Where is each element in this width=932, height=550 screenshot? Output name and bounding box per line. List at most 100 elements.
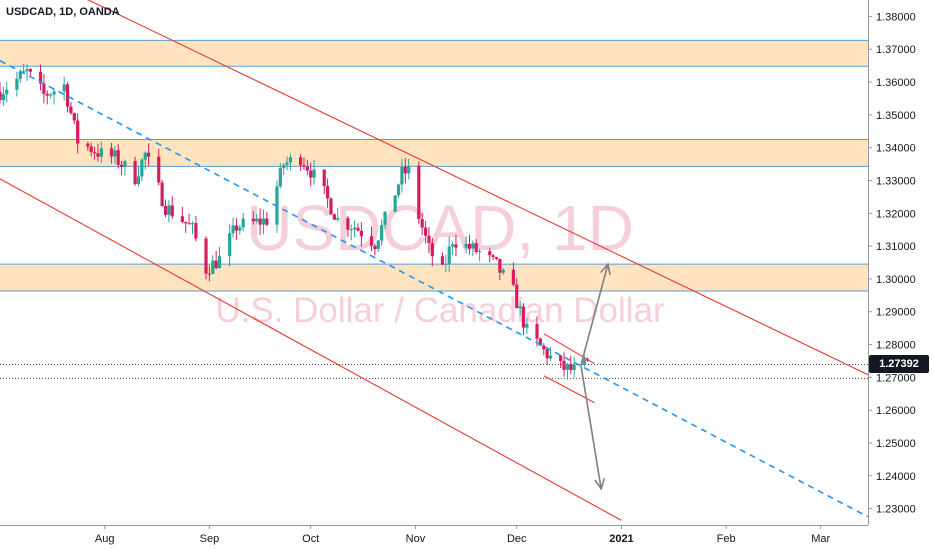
candle-body bbox=[278, 167, 282, 187]
channel-line-0 bbox=[87, 0, 868, 376]
candle-body bbox=[228, 233, 232, 257]
watermark-symbol: USDCAD, 1D bbox=[246, 192, 634, 264]
symbol-info-label: USDCAD, 1D, OANDA bbox=[6, 6, 120, 18]
y-tick-label: 1.32000 bbox=[876, 208, 916, 220]
candle-body bbox=[488, 251, 492, 256]
resistance-zone-0 bbox=[0, 40, 868, 67]
resistance-zone-2 bbox=[0, 264, 868, 292]
candle-body bbox=[76, 120, 80, 144]
candle-body bbox=[329, 198, 333, 215]
candle-body bbox=[383, 211, 387, 226]
candle-body bbox=[214, 260, 218, 269]
candle-body bbox=[119, 164, 124, 167]
watermark: USDCAD, 1D U.S. Dollar / Canadian Dollar bbox=[215, 192, 665, 330]
channel-line-3 bbox=[543, 333, 595, 365]
candle-body bbox=[167, 205, 171, 215]
channel-line-1 bbox=[0, 178, 622, 521]
y-tick-label: 1.35000 bbox=[876, 110, 916, 122]
candle-body bbox=[474, 243, 478, 253]
candle-body bbox=[190, 223, 195, 225]
y-tick-label: 1.25000 bbox=[876, 438, 916, 450]
candle-body bbox=[427, 235, 431, 244]
candle-body bbox=[255, 218, 259, 222]
candle-body bbox=[52, 91, 56, 95]
candle-body bbox=[234, 225, 239, 231]
candle-body bbox=[454, 244, 458, 248]
candle-body bbox=[407, 165, 411, 174]
candle-body bbox=[298, 157, 303, 166]
candle-body bbox=[538, 338, 542, 346]
y-tick-label: 1.23000 bbox=[876, 504, 916, 516]
x-tick-label: 2021 bbox=[609, 533, 633, 545]
candle-body bbox=[353, 227, 357, 230]
candle-body bbox=[467, 243, 472, 249]
candle-body bbox=[572, 364, 576, 370]
candle-body bbox=[447, 246, 451, 264]
last-price-badge: 1.27392 bbox=[869, 355, 929, 374]
candle-body bbox=[545, 349, 549, 359]
candle-body bbox=[356, 227, 360, 231]
watermark-description: U.S. Dollar / Canadian Dollar bbox=[215, 291, 665, 330]
candle-body bbox=[65, 84, 70, 107]
arrow-head bbox=[600, 262, 611, 276]
candle-body bbox=[25, 69, 29, 72]
candle-body bbox=[143, 152, 147, 160]
candle-body bbox=[477, 251, 482, 253]
candle-body bbox=[302, 165, 306, 167]
candle-body bbox=[160, 182, 164, 206]
candle-body bbox=[42, 83, 46, 94]
candle-body bbox=[373, 245, 377, 250]
candle-body bbox=[417, 165, 421, 220]
plot-area: USDCAD, 1D U.S. Dollar / Canadian Dollar bbox=[0, 0, 868, 521]
candle-body bbox=[393, 195, 397, 212]
candle-body bbox=[322, 169, 326, 187]
candle-body bbox=[140, 159, 144, 177]
candle-body bbox=[241, 218, 245, 228]
candle-body bbox=[423, 227, 428, 236]
candle-body bbox=[346, 218, 350, 230]
candle-body bbox=[69, 106, 73, 114]
candle-body bbox=[542, 345, 546, 350]
candle-body bbox=[440, 256, 445, 265]
candle-body bbox=[113, 150, 117, 157]
candle-body bbox=[92, 152, 97, 154]
candle-body bbox=[217, 256, 222, 269]
candle-body bbox=[123, 161, 127, 167]
candle-body bbox=[396, 184, 401, 196]
candle-body bbox=[261, 218, 266, 225]
candle-body bbox=[326, 186, 330, 199]
candle-body bbox=[562, 360, 566, 370]
candle-body bbox=[403, 166, 407, 174]
candle-body bbox=[494, 256, 499, 259]
candle-body bbox=[184, 221, 188, 224]
channel-midline-2 bbox=[0, 59, 868, 518]
candle-body bbox=[38, 71, 43, 84]
candle-body bbox=[471, 243, 475, 249]
candle-body bbox=[72, 113, 76, 121]
y-tick-label: 1.28000 bbox=[876, 340, 916, 352]
candle-body bbox=[96, 153, 100, 157]
candle-body bbox=[45, 93, 49, 96]
candle-body bbox=[163, 205, 168, 215]
candle-body bbox=[258, 218, 262, 225]
candle-body bbox=[207, 273, 212, 275]
projection-arrow-0 bbox=[580, 262, 611, 366]
candle-body bbox=[204, 238, 208, 274]
y-tick-label: 1.31000 bbox=[876, 241, 916, 253]
candle-body bbox=[380, 225, 384, 241]
candle-body bbox=[28, 69, 32, 72]
y-tick-label: 1.30000 bbox=[876, 274, 916, 286]
x-tick-label: Nov bbox=[406, 533, 426, 545]
candle-body bbox=[18, 71, 22, 79]
resistance-zone-1 bbox=[0, 139, 868, 167]
candle-body bbox=[136, 176, 141, 185]
y-tick-label: 1.27000 bbox=[876, 372, 916, 384]
y-tick-label: 1.24000 bbox=[876, 471, 916, 483]
candle-body bbox=[400, 166, 404, 185]
candle-body bbox=[336, 218, 340, 220]
candle-body bbox=[49, 94, 53, 96]
candle-body bbox=[565, 364, 570, 370]
candle-body bbox=[420, 219, 424, 228]
